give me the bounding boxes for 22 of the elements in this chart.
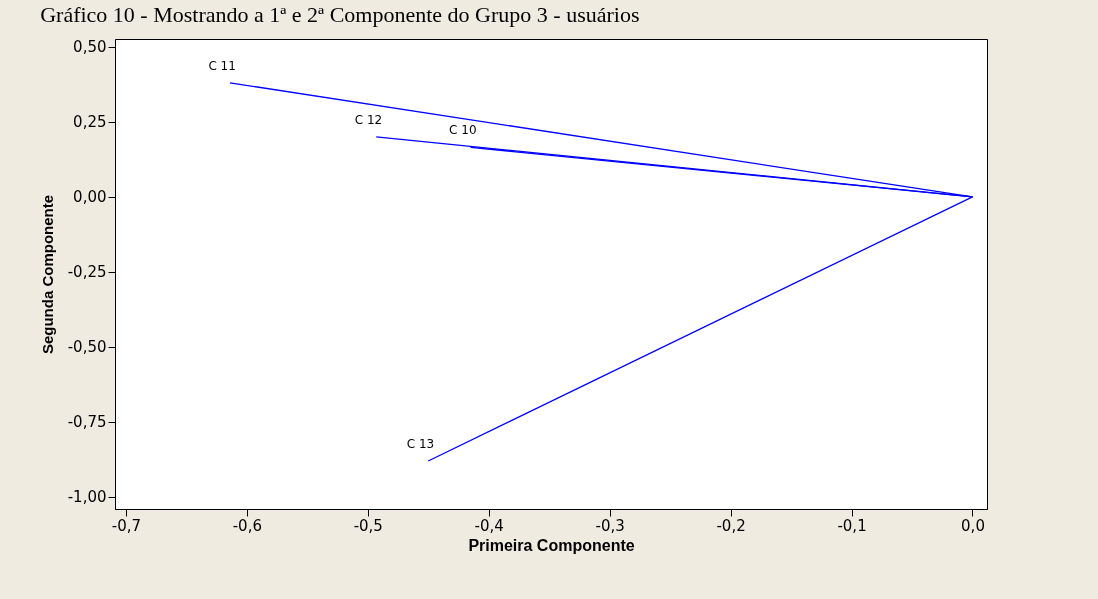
series-label: C 12 xyxy=(354,112,383,127)
y-axis-title: Segunda Componente xyxy=(38,194,56,355)
x-tick-label: -0,2 xyxy=(716,516,746,535)
series-label: C 10 xyxy=(449,123,477,138)
x-axis-title: Primeira Componente xyxy=(468,536,635,554)
x-tick-label: -0,5 xyxy=(353,516,383,535)
x-tick-label: 0,0 xyxy=(961,516,985,535)
series-label: C 11 xyxy=(208,58,236,73)
y-tick-label: 0,00 xyxy=(73,188,107,207)
y-tick-label: 0,50 xyxy=(73,38,107,57)
series-label: C 13 xyxy=(406,436,435,451)
x-tick-label: -0,6 xyxy=(232,516,262,535)
x-tick-label: -0,4 xyxy=(474,516,504,535)
y-tick-label: -1,00 xyxy=(67,488,107,507)
y-tick-label: 0,25 xyxy=(73,113,107,132)
x-tick-label: -0,3 xyxy=(595,516,625,535)
y-tick-label: -0,75 xyxy=(67,413,107,432)
y-tick-label: -0,25 xyxy=(67,263,107,282)
chart-title: Gráfico 10 - Mostrando a 1ª e 2ª Componente do Grupo 3 - usuários xyxy=(40,2,640,27)
x-tick-label: -0,7 xyxy=(111,516,142,535)
y-tick-label: -0,50 xyxy=(67,338,107,357)
x-tick-label: -0,1 xyxy=(837,516,867,535)
